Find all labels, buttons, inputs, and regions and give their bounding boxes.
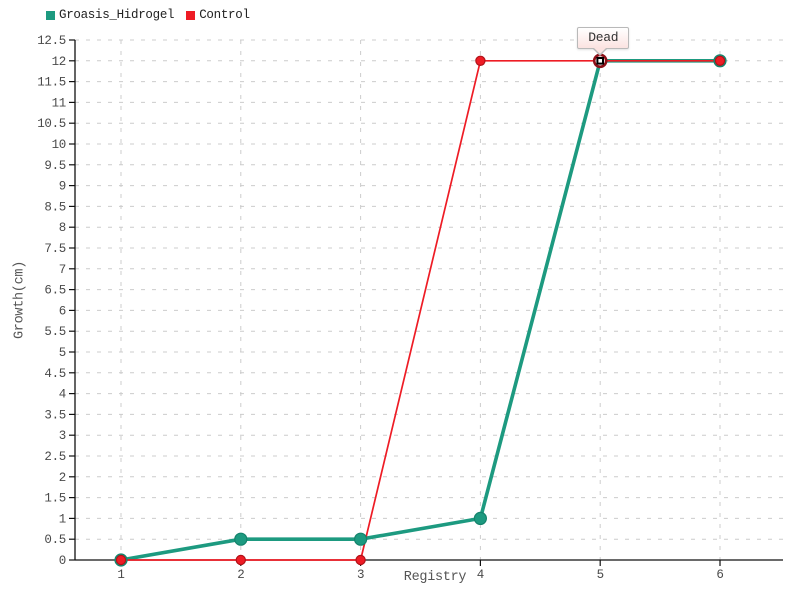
y-tick-label: 9 xyxy=(59,180,66,194)
x-tick-label: 3 xyxy=(357,568,364,582)
active-point-square xyxy=(596,57,605,65)
data-point-Groasis_Hidrogel[interactable] xyxy=(234,532,248,546)
data-point-Control[interactable] xyxy=(115,554,127,566)
legend-label: Control xyxy=(199,8,250,22)
y-tick-label: 11.5 xyxy=(37,76,66,90)
legend-label: Groasis_Hidrogel xyxy=(59,8,175,22)
y-tick-label: 8 xyxy=(59,221,66,235)
y-tick-label: 2 xyxy=(59,471,66,485)
y-tick-label: 0 xyxy=(59,554,66,568)
legend-swatch-icon xyxy=(186,10,196,20)
y-tick-label: 0.5 xyxy=(44,533,66,547)
y-tick-label: 5 xyxy=(59,346,66,360)
y-tick-label: 9.5 xyxy=(44,159,66,173)
x-tick-label: 1 xyxy=(117,568,124,582)
y-tick-label: 4 xyxy=(59,388,66,402)
y-tick-label: 6.5 xyxy=(44,284,66,298)
x-tick-label: 2 xyxy=(237,568,244,582)
legend-swatch-icon xyxy=(46,10,55,20)
y-tick-label: 8.5 xyxy=(44,200,66,214)
y-tick-label: 6 xyxy=(59,304,66,318)
data-point-Control[interactable] xyxy=(235,554,246,566)
y-tick-label: 10 xyxy=(52,138,66,152)
y-tick-label: 1 xyxy=(59,512,66,526)
y-tick-label: 11 xyxy=(52,96,66,110)
y-tick-label: 3.5 xyxy=(44,408,66,422)
tooltip: Dead xyxy=(577,26,630,56)
x-tick-label: 5 xyxy=(597,568,604,582)
tooltip-arrow-fill xyxy=(593,46,608,54)
y-tick-label: 1.5 xyxy=(44,492,66,506)
y-axis-title: Growth(cm) xyxy=(12,260,28,340)
legend-item-Control[interactable]: Control xyxy=(186,8,250,22)
y-tick-label: 12.5 xyxy=(37,34,66,48)
data-point-Control[interactable] xyxy=(475,55,486,67)
y-tick-label: 5.5 xyxy=(44,325,66,339)
tooltip-text: Dead xyxy=(588,29,619,45)
x-tick-label: 4 xyxy=(477,568,484,582)
y-tick-label: 10.5 xyxy=(37,117,66,131)
legend: Groasis_Hidrogel Control xyxy=(46,8,250,22)
data-point-Groasis_Hidrogel[interactable] xyxy=(473,511,487,526)
y-tick-label: 7.5 xyxy=(44,242,66,256)
data-point-Control[interactable] xyxy=(714,55,726,67)
data-point-Groasis_Hidrogel[interactable] xyxy=(354,532,368,546)
x-axis-title: Registry xyxy=(403,570,467,585)
data-point-Control[interactable] xyxy=(355,554,366,566)
legend-item-Groasis_Hidrogel[interactable]: Groasis_Hidrogel xyxy=(46,8,175,22)
y-tick-label: 12 xyxy=(52,55,66,69)
y-tick-label: 2.5 xyxy=(44,450,66,464)
series-line-Control xyxy=(121,59,720,561)
x-tick-label: 6 xyxy=(716,568,723,582)
y-tick-label: 4.5 xyxy=(44,367,66,381)
y-tick-label: 7 xyxy=(59,263,66,277)
y-tick-label: 3 xyxy=(59,429,66,443)
